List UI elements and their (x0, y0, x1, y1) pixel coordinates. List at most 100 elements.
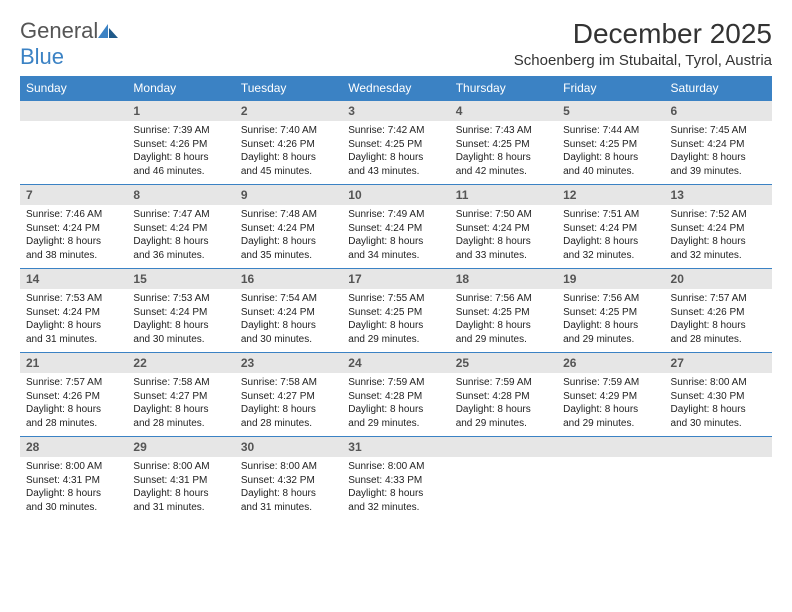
daylight-line2: and 39 minutes. (671, 165, 766, 179)
day-cell: Sunrise: 7:50 AMSunset: 4:24 PMDaylight:… (450, 205, 557, 269)
day-cell: Sunrise: 7:52 AMSunset: 4:24 PMDaylight:… (665, 205, 772, 269)
daylight-line1: Daylight: 8 hours (133, 403, 228, 417)
day-number: 21 (20, 353, 127, 374)
day-cell: Sunrise: 8:00 AMSunset: 4:31 PMDaylight:… (20, 457, 127, 520)
sunrise-text: Sunrise: 7:59 AM (348, 376, 443, 390)
day-number: 5 (557, 101, 664, 122)
daylight-line1: Daylight: 8 hours (133, 151, 228, 165)
sunrise-text: Sunrise: 8:00 AM (26, 460, 121, 474)
sunrise-text: Sunrise: 7:39 AM (133, 124, 228, 138)
sunset-text: Sunset: 4:28 PM (348, 390, 443, 404)
day-number: 22 (127, 353, 234, 374)
day-number (665, 437, 772, 458)
brand-word2: Blue (20, 44, 64, 69)
sunset-text: Sunset: 4:30 PM (671, 390, 766, 404)
daylight-line1: Daylight: 8 hours (133, 235, 228, 249)
week-2-info-row: Sunrise: 7:53 AMSunset: 4:24 PMDaylight:… (20, 289, 772, 353)
day-number: 29 (127, 437, 234, 458)
sunrise-text: Sunrise: 7:54 AM (241, 292, 336, 306)
day-cell: Sunrise: 7:56 AMSunset: 4:25 PMDaylight:… (450, 289, 557, 353)
day-number: 14 (20, 269, 127, 290)
sunset-text: Sunset: 4:31 PM (26, 474, 121, 488)
daylight-line2: and 29 minutes. (563, 417, 658, 431)
sunrise-text: Sunrise: 8:00 AM (348, 460, 443, 474)
daylight-line1: Daylight: 8 hours (671, 151, 766, 165)
week-3-daynum-row: 21222324252627 (20, 353, 772, 374)
day-number: 20 (665, 269, 772, 290)
day-number: 18 (450, 269, 557, 290)
day-cell: Sunrise: 7:47 AMSunset: 4:24 PMDaylight:… (127, 205, 234, 269)
daylight-line2: and 31 minutes. (241, 501, 336, 515)
location-subtitle: Schoenberg im Stubaital, Tyrol, Austria (514, 52, 772, 69)
sunset-text: Sunset: 4:25 PM (563, 306, 658, 320)
sunset-text: Sunset: 4:24 PM (133, 222, 228, 236)
daylight-line1: Daylight: 8 hours (26, 235, 121, 249)
day-number: 10 (342, 185, 449, 206)
day-number: 3 (342, 101, 449, 122)
daylight-line2: and 38 minutes. (26, 249, 121, 263)
col-friday: Friday (557, 76, 664, 101)
daylight-line2: and 28 minutes. (133, 417, 228, 431)
daylight-line1: Daylight: 8 hours (26, 319, 121, 333)
daylight-line1: Daylight: 8 hours (671, 235, 766, 249)
day-number: 4 (450, 101, 557, 122)
weekday-header-row: Sunday Monday Tuesday Wednesday Thursday… (20, 76, 772, 101)
daylight-line1: Daylight: 8 hours (133, 487, 228, 501)
sunset-text: Sunset: 4:24 PM (133, 306, 228, 320)
day-number: 16 (235, 269, 342, 290)
day-cell (450, 457, 557, 520)
daylight-line1: Daylight: 8 hours (26, 487, 121, 501)
daylight-line2: and 29 minutes. (348, 333, 443, 347)
daylight-line1: Daylight: 8 hours (456, 235, 551, 249)
week-4-daynum-row: 28293031 (20, 437, 772, 458)
daylight-line2: and 30 minutes. (133, 333, 228, 347)
daylight-line2: and 29 minutes. (348, 417, 443, 431)
brand-logo: General Blue (20, 18, 118, 70)
day-number: 2 (235, 101, 342, 122)
day-number: 11 (450, 185, 557, 206)
day-cell: Sunrise: 7:40 AMSunset: 4:26 PMDaylight:… (235, 121, 342, 185)
day-number: 6 (665, 101, 772, 122)
sunrise-text: Sunrise: 7:56 AM (456, 292, 551, 306)
day-cell: Sunrise: 7:57 AMSunset: 4:26 PMDaylight:… (665, 289, 772, 353)
daylight-line1: Daylight: 8 hours (241, 319, 336, 333)
daylight-line2: and 33 minutes. (456, 249, 551, 263)
sunrise-text: Sunrise: 7:59 AM (563, 376, 658, 390)
sunset-text: Sunset: 4:24 PM (671, 138, 766, 152)
daylight-line2: and 35 minutes. (241, 249, 336, 263)
week-1-info-row: Sunrise: 7:46 AMSunset: 4:24 PMDaylight:… (20, 205, 772, 269)
daylight-line1: Daylight: 8 hours (241, 487, 336, 501)
sunset-text: Sunset: 4:25 PM (563, 138, 658, 152)
sunrise-text: Sunrise: 7:58 AM (241, 376, 336, 390)
week-0-daynum-row: 123456 (20, 101, 772, 122)
sunset-text: Sunset: 4:25 PM (456, 138, 551, 152)
daylight-line1: Daylight: 8 hours (348, 235, 443, 249)
day-cell: Sunrise: 8:00 AMSunset: 4:32 PMDaylight:… (235, 457, 342, 520)
daylight-line1: Daylight: 8 hours (241, 151, 336, 165)
daylight-line2: and 28 minutes. (241, 417, 336, 431)
sunset-text: Sunset: 4:28 PM (456, 390, 551, 404)
sunset-text: Sunset: 4:25 PM (456, 306, 551, 320)
col-wednesday: Wednesday (342, 76, 449, 101)
sunset-text: Sunset: 4:24 PM (671, 222, 766, 236)
daylight-line2: and 45 minutes. (241, 165, 336, 179)
daylight-line1: Daylight: 8 hours (456, 151, 551, 165)
sunrise-text: Sunrise: 8:00 AM (671, 376, 766, 390)
day-cell: Sunrise: 7:39 AMSunset: 4:26 PMDaylight:… (127, 121, 234, 185)
sunrise-text: Sunrise: 7:49 AM (348, 208, 443, 222)
daylight-line2: and 31 minutes. (133, 501, 228, 515)
daylight-line1: Daylight: 8 hours (348, 403, 443, 417)
sunrise-text: Sunrise: 8:00 AM (133, 460, 228, 474)
day-cell: Sunrise: 8:00 AMSunset: 4:30 PMDaylight:… (665, 373, 772, 437)
day-cell: Sunrise: 7:48 AMSunset: 4:24 PMDaylight:… (235, 205, 342, 269)
sunset-text: Sunset: 4:31 PM (133, 474, 228, 488)
sunset-text: Sunset: 4:27 PM (241, 390, 336, 404)
sunrise-text: Sunrise: 7:47 AM (133, 208, 228, 222)
sunset-text: Sunset: 4:24 PM (563, 222, 658, 236)
day-cell: Sunrise: 7:43 AMSunset: 4:25 PMDaylight:… (450, 121, 557, 185)
day-cell: Sunrise: 7:54 AMSunset: 4:24 PMDaylight:… (235, 289, 342, 353)
day-cell: Sunrise: 7:49 AMSunset: 4:24 PMDaylight:… (342, 205, 449, 269)
sunset-text: Sunset: 4:24 PM (348, 222, 443, 236)
brand-name: General Blue (20, 18, 118, 70)
sunrise-text: Sunrise: 7:45 AM (671, 124, 766, 138)
